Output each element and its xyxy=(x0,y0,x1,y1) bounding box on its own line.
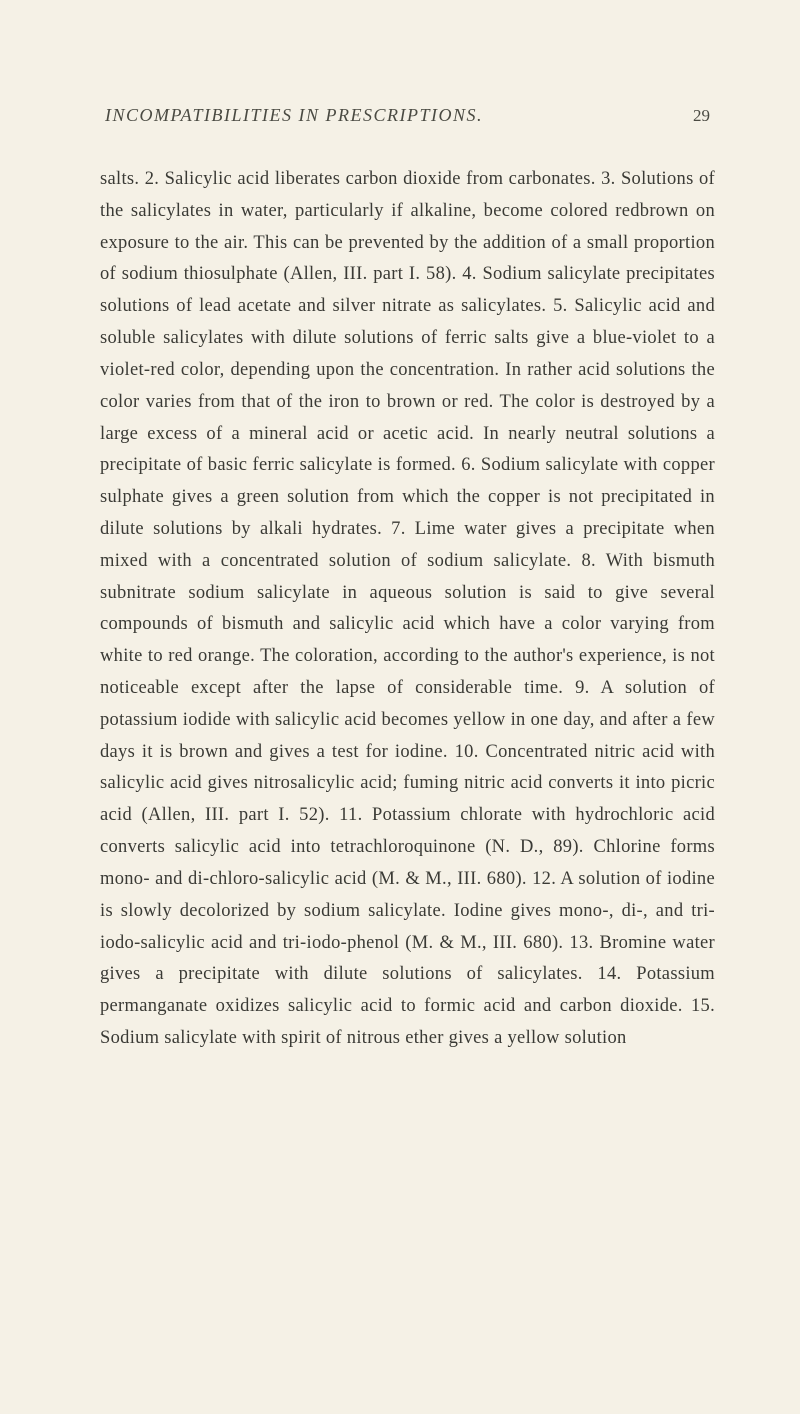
page-header: INCOMPATIBILITIES IN PRESCRIPTIONS. 29 xyxy=(100,105,715,126)
page-number: 29 xyxy=(693,106,710,126)
header-title: INCOMPATIBILITIES IN PRESCRIPTIONS. xyxy=(105,105,483,126)
body-paragraph: salts. 2. Salicylic acid liberates carbo… xyxy=(100,164,715,1055)
